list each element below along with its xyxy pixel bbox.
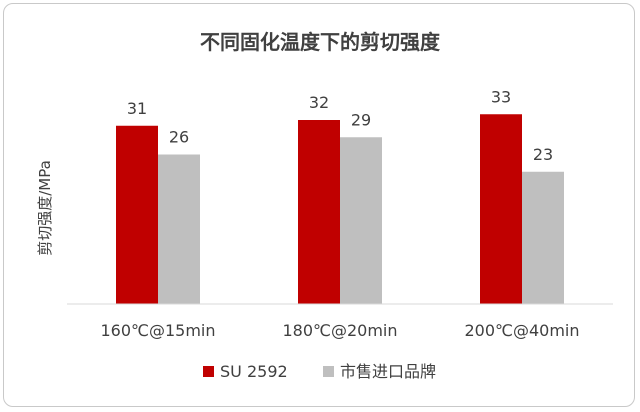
legend-swatch-1 bbox=[203, 366, 214, 377]
bar-series2-cat2 bbox=[340, 137, 382, 304]
bars-group: 31 26 32 29 33 23 bbox=[116, 87, 564, 304]
data-label-series1-cat3: 33 bbox=[491, 87, 511, 106]
bar-series1-cat1 bbox=[116, 125, 158, 304]
data-label-series2-cat3: 23 bbox=[533, 145, 553, 164]
data-label-series1-cat2: 32 bbox=[309, 93, 329, 112]
bar-series2-cat3 bbox=[522, 171, 564, 304]
data-label-series1-cat1: 31 bbox=[127, 99, 147, 118]
legend-label-2: 市售进口品牌 bbox=[340, 362, 436, 381]
legend: SU 2592 市售进口品牌 bbox=[203, 362, 436, 381]
category-label-3: 200℃@40min bbox=[464, 321, 579, 340]
bar-series1-cat2 bbox=[298, 120, 340, 304]
category-label-2: 180℃@20min bbox=[282, 321, 397, 340]
y-axis-label: 剪切强度/MPa bbox=[36, 160, 54, 256]
data-label-series2-cat1: 26 bbox=[169, 128, 189, 147]
chart-title: 不同固化温度下的剪切强度 bbox=[200, 30, 441, 54]
bar-series1-cat3 bbox=[480, 114, 522, 304]
data-label-series2-cat2: 29 bbox=[351, 110, 371, 129]
category-labels: 160℃@15min 180℃@20min 200℃@40min bbox=[100, 321, 579, 340]
bar-series2-cat1 bbox=[158, 154, 200, 304]
legend-label-1: SU 2592 bbox=[220, 362, 288, 381]
category-label-1: 160℃@15min bbox=[100, 321, 215, 340]
legend-swatch-2 bbox=[323, 366, 334, 377]
